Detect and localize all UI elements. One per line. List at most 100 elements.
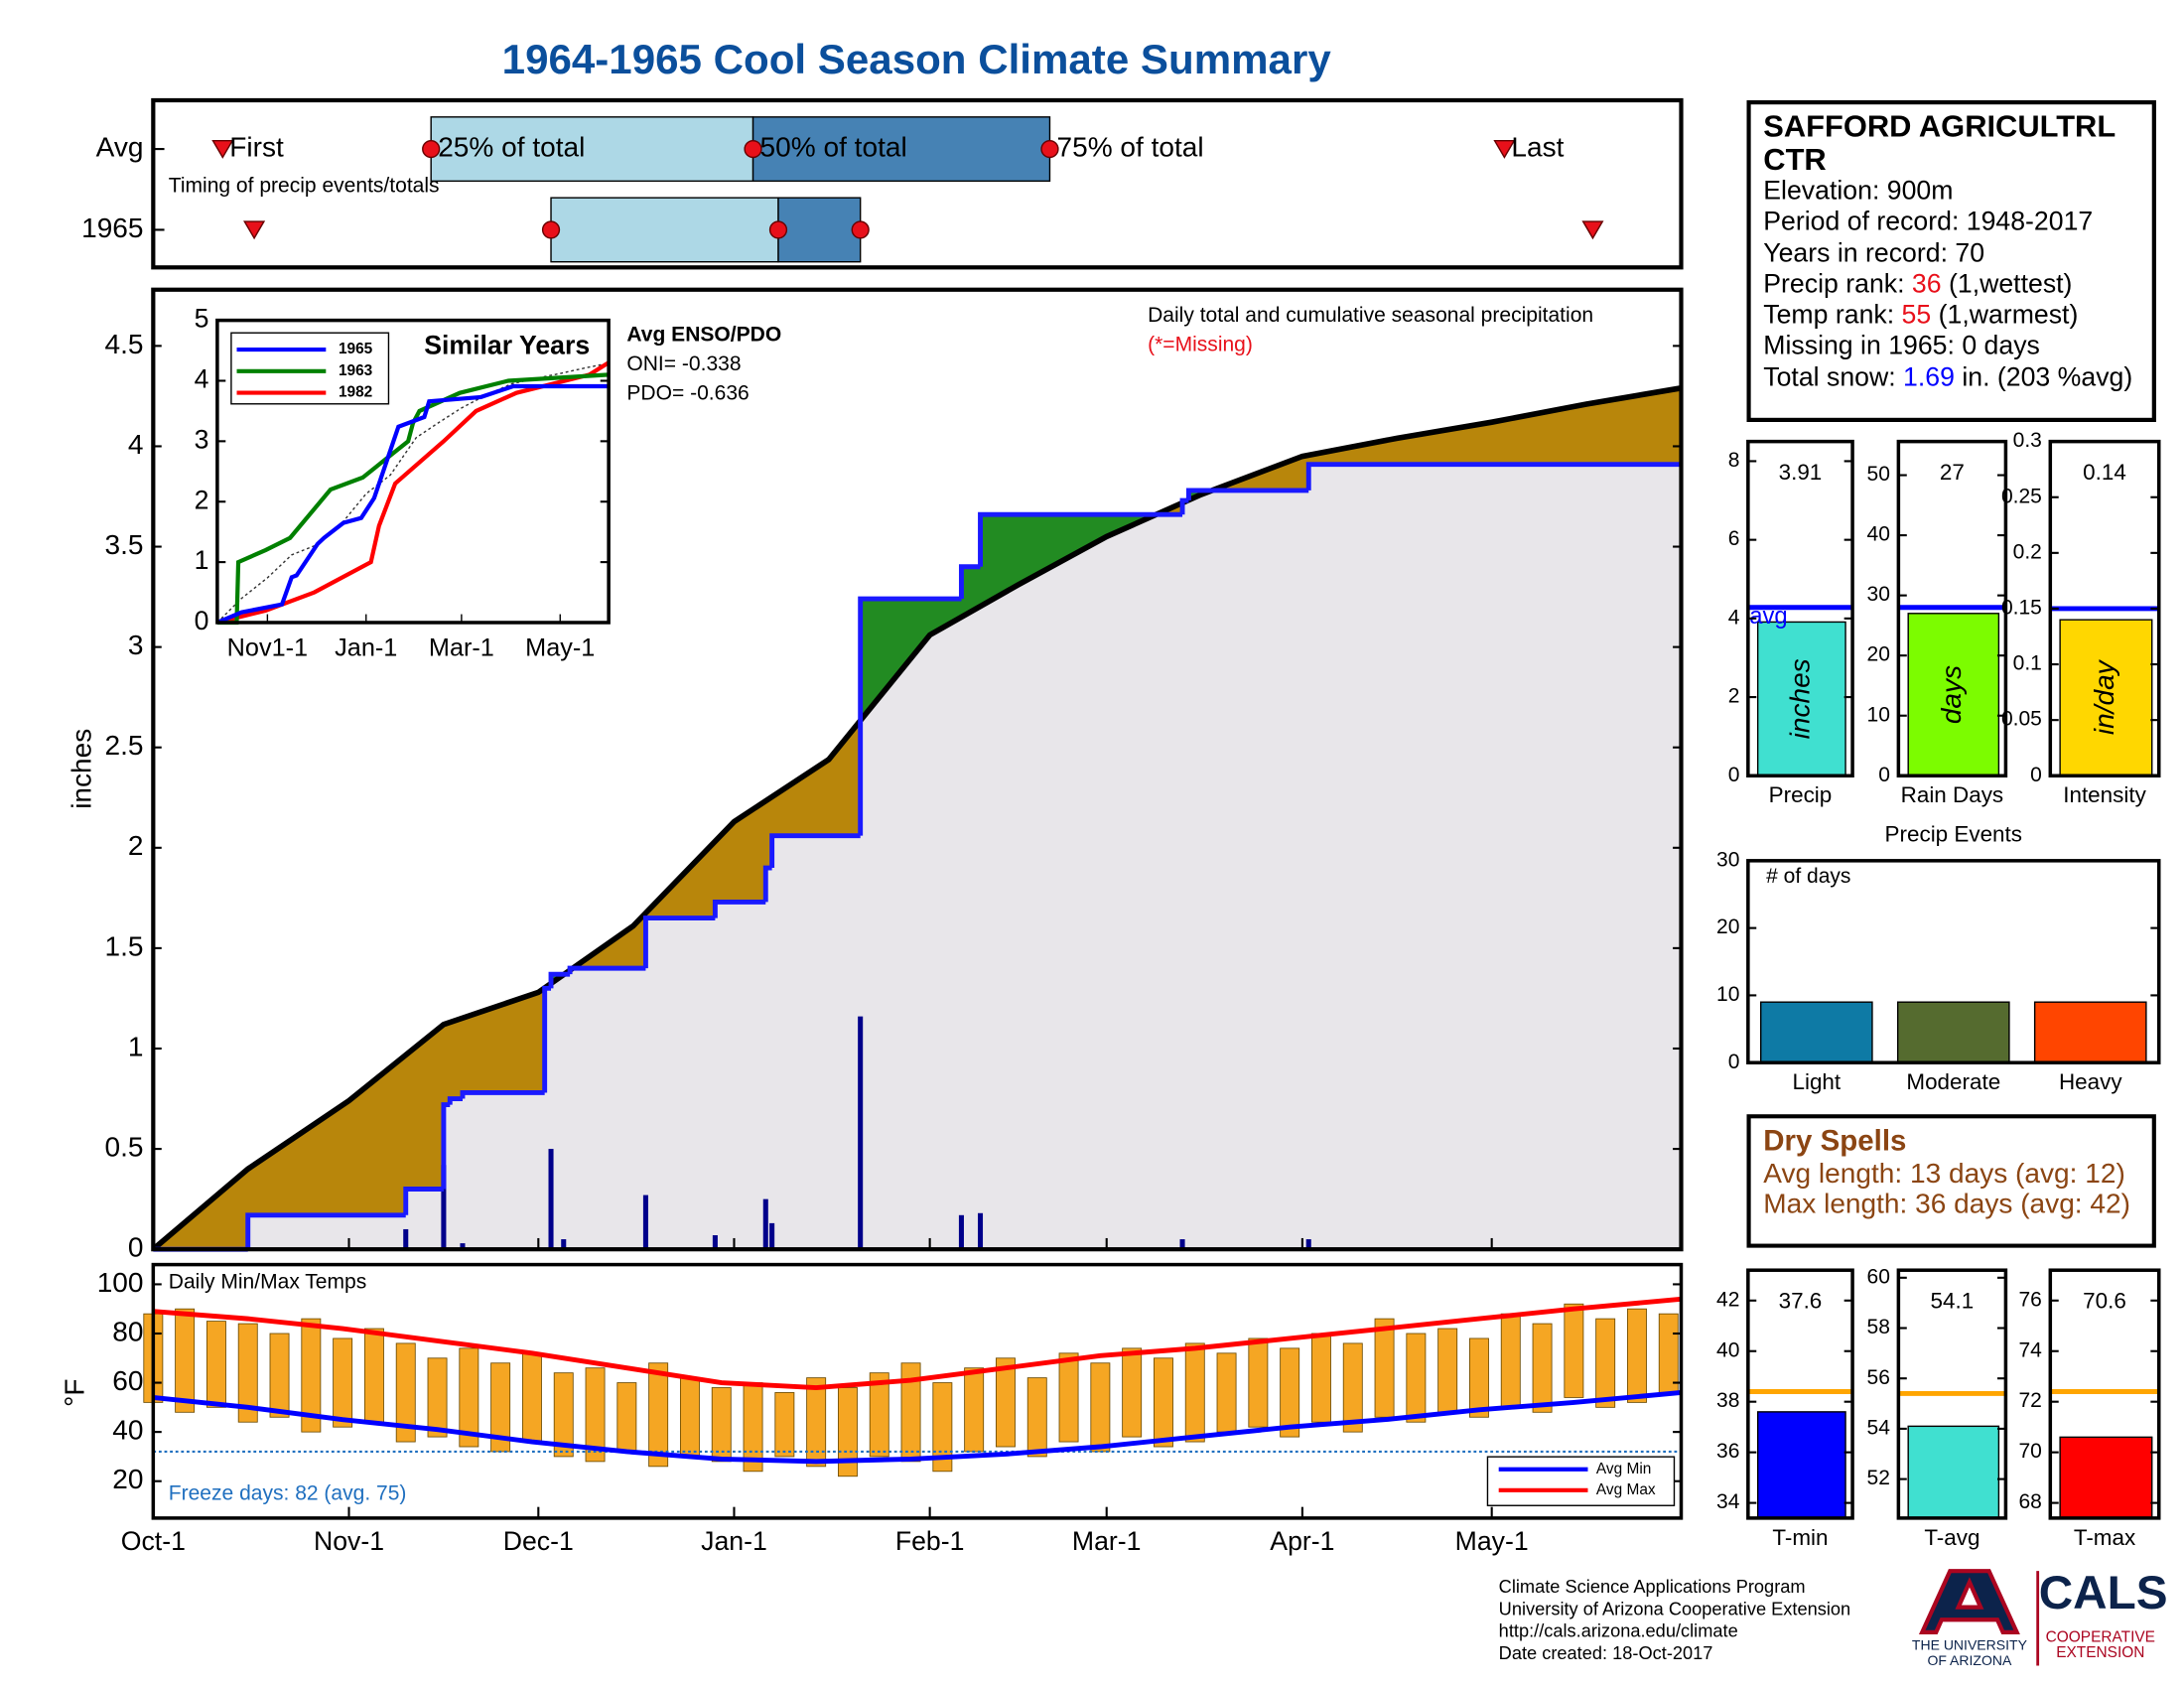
snow: Total snow: 1.69 in. (203 %avg) [1763, 363, 2139, 394]
x-tick-label: Mar-1 [429, 633, 494, 661]
event-marker [243, 220, 266, 240]
daily-temp-bar [1437, 1328, 1458, 1413]
series-line [216, 372, 610, 626]
enso-title: Avg ENSO/PDO [626, 324, 781, 347]
daily-temp-bar [711, 1387, 732, 1463]
season-cumulative-step [769, 833, 861, 869]
quartile-box [777, 197, 862, 263]
precip-rank: Precip rank: 36 (1,wettest) [1763, 270, 2139, 301]
season-cumulative-step [762, 865, 772, 903]
frame [1746, 439, 1854, 778]
daily-precip-bar [460, 1243, 466, 1250]
frame [2048, 439, 2161, 778]
panel-label: Precip [1769, 782, 1833, 807]
y-tick-label: 40 [112, 1415, 143, 1446]
y-tick-label: 76 [2018, 1288, 2041, 1311]
label: Total snow: [1763, 362, 1896, 393]
y-tick-label: 4 [1728, 606, 1740, 629]
value-label: 27 [1940, 460, 1965, 485]
y-tick-label: 36 [1716, 1440, 1739, 1463]
x-tick-label: Dec-1 [503, 1526, 574, 1556]
legend-label: Avg Max [1596, 1481, 1656, 1498]
frame [2048, 1268, 2161, 1520]
marker-label: First [229, 131, 284, 162]
logo-text: OF ARIZONA [1927, 1652, 2012, 1668]
timing-title: Timing of precip events/totals [169, 175, 440, 198]
y-tick-label: 0 [1878, 764, 1890, 786]
rank-value: 36 [1911, 269, 1942, 300]
y-tick-label: 2 [128, 830, 144, 861]
frame [151, 287, 1684, 1252]
y-tick-label: 34 [1716, 1490, 1740, 1513]
y-tick-label: 4 [195, 364, 209, 394]
footer-line: Date created: 18-Oct-2017 [1499, 1642, 1713, 1663]
logo-text: COOPERATIVE [2046, 1629, 2155, 1646]
daily-temp-bar [1532, 1323, 1553, 1413]
daily-temp-bar [395, 1342, 416, 1443]
x-tick-label: Jan-1 [701, 1526, 767, 1556]
daily-temp-bar [1627, 1308, 1647, 1403]
y-tick-label: 3 [128, 630, 144, 660]
frame [151, 97, 1684, 270]
legend-label: Avg Min [1596, 1461, 1651, 1477]
page-title: 1964-1965 Cool Season Climate Summary [502, 36, 1332, 82]
value-label: 3.91 [1779, 460, 1823, 485]
station-box: SAFFORD AGRICULTRL CTR Elevation: 900m P… [1746, 99, 2156, 422]
daily-precip-bar [1305, 1239, 1311, 1250]
daily-temp-bar [1500, 1313, 1521, 1408]
frame [1896, 1268, 2008, 1520]
event-bar [2033, 1001, 2147, 1063]
daily-temp-bar [521, 1352, 542, 1443]
y-tick-label: 40 [1716, 1338, 1739, 1361]
note: Daily total and cumulative seasonal prec… [1148, 304, 1593, 327]
y-tick-label: 1.5 [105, 930, 144, 961]
y-tick-label: 1 [195, 545, 209, 575]
frame [1746, 859, 2161, 1064]
y-tick-label: 0.25 [2001, 485, 2042, 507]
season-cumulative-step [1305, 462, 1682, 491]
daily-temp-bar [1058, 1352, 1079, 1443]
season-cumulative-step [858, 596, 962, 836]
x-tick-label: Jan-1 [335, 633, 397, 661]
summary-bar [1907, 613, 2000, 776]
value-label: 70.6 [2083, 1288, 2126, 1313]
daily-temp-bar [427, 1357, 448, 1438]
y-tick-label: 70 [2018, 1440, 2041, 1463]
daily-precip-bar [762, 1198, 768, 1250]
season-cumulative-step [441, 1102, 451, 1190]
daily-temp-bar [1374, 1318, 1395, 1418]
legend-label: 1963 [339, 362, 373, 379]
y-tick-label: 50 [1867, 463, 1890, 486]
daily-temp-bar [1311, 1333, 1331, 1423]
footer: Climate Science Applications Program Uni… [1499, 1567, 2168, 1668]
y-tick-label: 1 [128, 1031, 144, 1061]
daily-temp-bar [995, 1357, 1016, 1448]
y-tick-label: 3 [195, 424, 209, 454]
legend-box [1486, 1456, 1676, 1506]
missing-note: (*=Missing) [1148, 333, 1253, 355]
inset-title: Similar Years [424, 330, 590, 359]
y-tick-label: 100 [97, 1267, 144, 1298]
y-tick-label: 42 [1716, 1288, 1739, 1311]
quartile-box [430, 116, 754, 183]
footer-line: http://cals.arizona.edu/climate [1499, 1620, 1738, 1641]
daily-temp-bar [1342, 1342, 1363, 1433]
footer-line: University of Arizona Cooperative Extens… [1499, 1598, 1850, 1618]
y-tick-label: 38 [1716, 1389, 1739, 1412]
y-tick-label: 30 [1716, 848, 1739, 871]
unit-label: inches [1784, 658, 1815, 739]
y-tick-label: 52 [1867, 1467, 1890, 1489]
daily-temp-bar [1595, 1318, 1616, 1408]
dry-line: Max length: 36 days (avg: 42) [1763, 1190, 2130, 1221]
daily-temp-bar [269, 1333, 290, 1418]
value-label: 37.6 [1779, 1288, 1823, 1313]
event-marker [211, 139, 234, 159]
summary-bar [2059, 1436, 2153, 1519]
y-tick-label: 5 [195, 304, 209, 334]
y-tick-label: 2.5 [105, 730, 144, 761]
daily-temp-bar [900, 1362, 921, 1463]
y-tick-label: 0 [1728, 1051, 1740, 1073]
value-label: 54.1 [1931, 1288, 1975, 1313]
daily-temp-bar [1564, 1303, 1584, 1398]
